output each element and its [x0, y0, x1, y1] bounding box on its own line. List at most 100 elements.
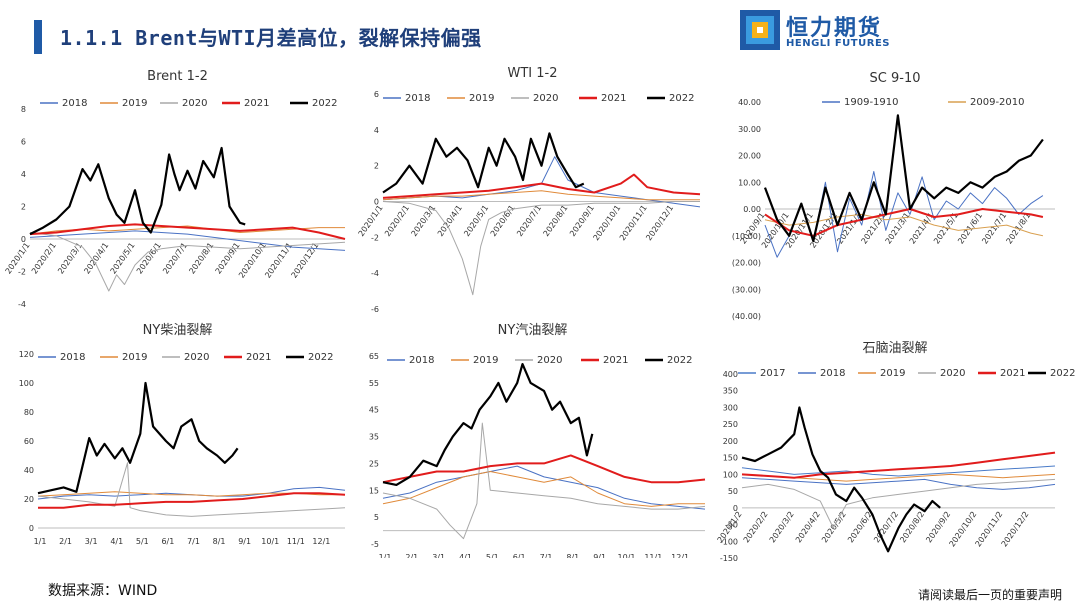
ny_gasoline-ytick: 45 [369, 406, 379, 415]
ny_gasoline-title: NY汽油裂解 [498, 323, 568, 338]
ny_diesel-xtick: 7/1 [187, 537, 200, 546]
ny_gasoline-svg: NY汽油裂解 65 55 45 35 25 15 5 -51/1 2/1 3/1 4/1 5/1 6/1 7… [369, 323, 706, 558]
wti-xtick: 2020/6/1 [489, 203, 517, 238]
wti-ytick: -6 [371, 305, 379, 314]
ny_gasoline-legend-label: 2019 [473, 355, 498, 366]
ny_gasoline-ytick: 15 [369, 486, 379, 495]
ny_gasoline-legend-label: 2021 [603, 355, 628, 366]
ny_gasoline-xtick: 2/1 [405, 553, 418, 558]
ny_gasoline-series-2018 [382, 465, 706, 510]
wti-xtick: 2020/5/1 [462, 203, 490, 238]
sc-title: SC 9-10 [870, 71, 921, 86]
brent-ytick: 6 [21, 138, 26, 147]
ny_diesel-series-2022 [37, 381, 239, 495]
brent-svg: Brent 1-286420-2-42020/1/12020/2/12020/3… [4, 69, 346, 309]
ny_gasoline-ytick: 65 [369, 352, 379, 361]
naphtha-svg: 石脑油裂解 400 350 300 250 200 150 100 50 0 -50 -100 -150… [716, 341, 1076, 563]
naphtha-ytick: -100 [720, 537, 738, 546]
ny_diesel-ytick: 80 [24, 408, 34, 417]
wti-svg: WTI 1-26420-2-4-62020/1/12020/2/12020/3/… [357, 66, 701, 314]
ny_diesel-legend-label: 2018 [60, 352, 85, 363]
wti-ytick: -4 [371, 269, 379, 278]
ny_gasoline-xtick: 5/1 [486, 553, 499, 558]
ny_gasoline-series-2020 [382, 422, 706, 540]
sc-ytick: (40.00) [732, 312, 761, 321]
ny_gasoline-xtick: 6/1 [513, 553, 526, 558]
ny_diesel-xtick: 1/1 [34, 537, 47, 546]
naphtha-series-2022 [741, 406, 941, 553]
sc-legend-label: 1909-1910 [844, 97, 899, 108]
brent-ytick: 0 [21, 235, 26, 244]
wti-series-2021 [382, 173, 701, 199]
brent-xtick: 2020/4/1 [82, 241, 110, 276]
naphtha-ytick: 0 [733, 504, 738, 513]
ny_gasoline-xtick: 10/1 [618, 553, 636, 558]
sc-legend-label: 2009-2010 [970, 97, 1025, 108]
naphtha-legend-label: 2021 [1000, 368, 1025, 379]
brent-title: Brent 1-2 [147, 69, 208, 84]
brent-ytick: 4 [21, 170, 26, 179]
ny_diesel-ytick: 100 [19, 379, 34, 388]
wti-legend-label: 2021 [601, 93, 626, 104]
ny_diesel-xtick: 8/1 [213, 537, 226, 546]
ny_gasoline-xtick: 8/1 [566, 553, 579, 558]
wti-xtick: 2020/3/1 [409, 203, 437, 238]
ny_gasoline-legend-label: 2020 [537, 355, 562, 366]
logo-english-name: HENGLI FUTURES [786, 38, 890, 49]
sc-ytick: 40.00 [738, 98, 761, 107]
wti-xtick: 2020/12/1 [644, 203, 675, 242]
brent-ytick: -4 [18, 300, 26, 309]
sc-ytick: 20.00 [738, 152, 761, 161]
wti-series-2019 [382, 190, 700, 201]
naphtha-ytick: 150 [723, 454, 738, 463]
ny_gasoline-xtick: 11/1 [644, 553, 662, 558]
ny_diesel-xtick: 3/1 [85, 537, 98, 546]
ny_gasoline-xtick: 3/1 [432, 553, 445, 558]
wti-title: WTI 1-2 [508, 66, 558, 81]
ny_gasoline-ytick: 25 [369, 459, 379, 468]
ny_gasoline-ytick: -5 [371, 540, 379, 549]
ny_gasoline-xtick: 9/1 [593, 553, 606, 558]
ny_diesel-ytick: 120 [19, 350, 34, 359]
ny_gasoline-ytick: 5 [374, 513, 379, 522]
naphtha-crack-chart: 石脑油裂解 400 350 300 250 200 150 100 50 0 -50 -100 -150… [710, 336, 1080, 572]
wti-xtick: 2020/7/1 [515, 203, 543, 238]
naphtha-title: 石脑油裂解 [862, 341, 927, 356]
naphtha-series-2021 [741, 451, 1056, 479]
ny_diesel-legend-label: 2020 [184, 352, 209, 363]
naphtha-xtick: 2020/2/2 [742, 510, 770, 545]
naphtha-series-2020 [741, 478, 1056, 529]
wti-legend-label: 2018 [405, 93, 430, 104]
brent-ytick: 2 [21, 203, 26, 212]
ny_diesel-legend-label: 2021 [246, 352, 271, 363]
naphtha-xtick: 2020/12/2 [1000, 510, 1031, 549]
sc-spread-chart: SC 9-10 40.00 30.00 20.00 10.00 0.00 (10.00) (2… [710, 64, 1080, 326]
page-title: 1.1.1 Brent与WTI月差高位，裂解保持偏强 [60, 26, 482, 50]
wti-series-2020 [382, 201, 700, 296]
naphtha-xtick: 2020/9/2 [924, 510, 952, 545]
title-accent-bar [34, 20, 42, 54]
brent-legend-label: 2020 [182, 98, 207, 109]
naphtha-legend-label: 2022 [1050, 368, 1075, 379]
brent-series-2018 [29, 230, 346, 251]
brent-legend-label: 2021 [244, 98, 269, 109]
naphtha-ytick: 50 [728, 487, 738, 496]
wti-ytick: 6 [374, 90, 379, 99]
ny_diesel-xtick: 10/1 [261, 537, 279, 546]
ny_gasoline-series-2019 [382, 471, 705, 507]
wti-xtick: 2020/2/1 [383, 203, 411, 238]
logo-icon [740, 10, 780, 50]
naphtha-ytick: 250 [723, 420, 738, 429]
naphtha-ytick: 100 [723, 470, 738, 479]
naphtha-legend-label: 2020 [940, 368, 965, 379]
company-logo: 恒力期货 HENGLI FUTURES [740, 10, 910, 52]
brent-ytick: 8 [21, 105, 26, 114]
sc-series-2022 [763, 114, 1044, 243]
sc-series-2009-2010 [764, 213, 1044, 237]
logo-chinese-name: 恒力期货 [786, 16, 883, 41]
wti-legend-label: 2019 [469, 93, 494, 104]
naphtha-ytick: -50 [725, 521, 738, 530]
naphtha-xtick: 2020/8/2 [898, 510, 926, 545]
wti-ytick: 2 [374, 162, 379, 171]
brent-series-2022 [29, 146, 246, 236]
